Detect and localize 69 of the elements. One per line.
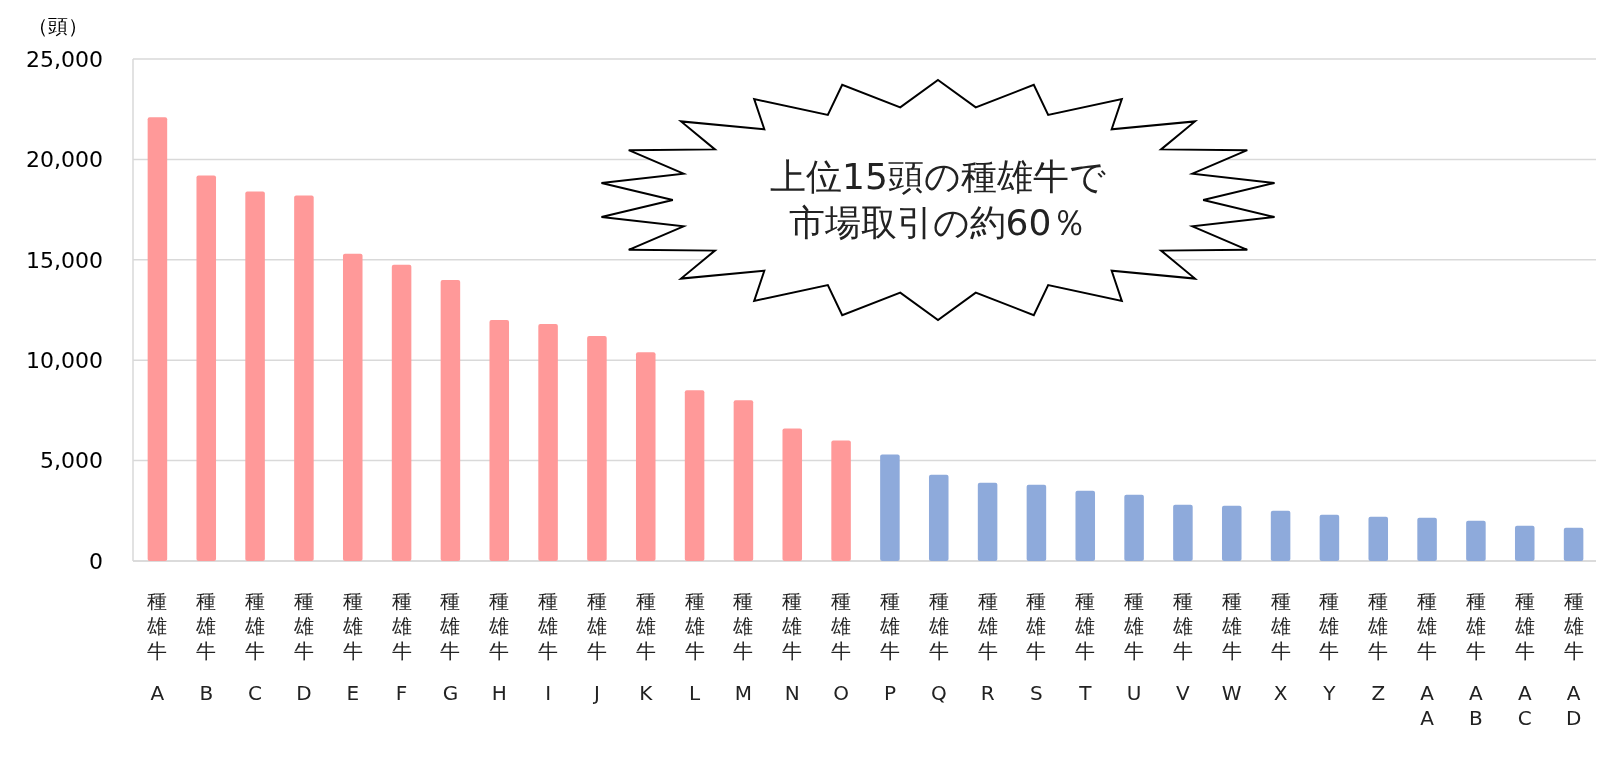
y-tick-label: 0 [89, 548, 103, 574]
bar [977, 482, 998, 561]
bar [294, 195, 314, 561]
bar [147, 117, 168, 561]
x-tick-label: 種雄牛Q [927, 589, 949, 705]
bar [391, 264, 412, 561]
bar [635, 352, 656, 561]
bar [928, 474, 949, 561]
bar [1319, 514, 1340, 561]
bar [733, 400, 754, 561]
bar [1075, 490, 1096, 561]
bar [1221, 505, 1242, 561]
bar [1026, 484, 1047, 561]
x-tick-label: 種雄牛J [585, 589, 607, 705]
x-tick-label: 種雄牛AB [1464, 589, 1486, 730]
x-tick-label: 種雄牛T [1074, 589, 1096, 705]
x-tick-label: 種雄牛AC [1513, 589, 1535, 730]
y-tick-label: 10,000 [26, 347, 103, 373]
y-tick-label: 20,000 [26, 147, 103, 173]
y-tick-label: 5,000 [40, 448, 103, 474]
x-tick-label: 種雄牛I [537, 589, 559, 705]
y-tick-label: 15,000 [26, 247, 103, 273]
x-tick-label: 種雄牛S [1025, 589, 1047, 705]
x-tick-label: 種雄牛P [878, 589, 900, 705]
bar [831, 440, 851, 561]
x-tick-label: 種雄牛B [195, 589, 217, 705]
x-tick-label: 種雄牛G [439, 589, 461, 705]
y-tick-label: 25,000 [26, 46, 103, 72]
x-tick-label: 種雄牛F [390, 589, 412, 705]
bar [684, 390, 705, 561]
bar [587, 336, 607, 561]
bar [880, 454, 900, 561]
x-tick-label: 種雄牛K [634, 589, 656, 705]
x-tick-label: 種雄牛Y [1318, 589, 1340, 705]
annotation: 市場取引の約60％ [788, 202, 1088, 243]
bar [1368, 516, 1389, 561]
bar [440, 279, 461, 561]
bar [245, 191, 265, 561]
bar [1124, 494, 1144, 561]
bar [1514, 525, 1535, 561]
bar [196, 175, 217, 561]
bar [538, 324, 558, 561]
x-tick-label: 種雄牛E [341, 589, 363, 705]
x-tick-label: 種雄牛Z [1367, 589, 1389, 705]
bar [1270, 510, 1291, 561]
x-tick-label: 種雄牛O [830, 589, 852, 705]
annotation: 上位15頭の種雄牛で [770, 156, 1106, 197]
bar [1466, 520, 1486, 561]
bar [782, 428, 803, 561]
x-tick-label: 種雄牛D [292, 589, 314, 705]
x-tick-label: 種雄牛H [488, 589, 510, 705]
bar [1563, 527, 1584, 561]
x-tick-label: 種雄牛AA [1416, 589, 1438, 730]
x-tick-label: 種雄牛X [1269, 589, 1291, 705]
x-tick-label: 種雄牛A [146, 589, 168, 705]
bar [342, 253, 363, 561]
x-tick-label: 種雄牛U [1123, 589, 1145, 705]
y-axis-title: （頭） [28, 14, 88, 38]
x-tick-label: 種雄牛V [1171, 589, 1193, 705]
x-tick-label: 種雄牛C [244, 589, 266, 705]
bar [489, 320, 510, 561]
x-tick-label: 種雄牛W [1220, 589, 1242, 705]
x-tick-label: 種雄牛AD [1562, 589, 1584, 730]
x-tick-label: 種雄牛N [781, 589, 803, 705]
bar [1417, 517, 1437, 561]
bar [1173, 504, 1193, 561]
x-tick-label: 種雄牛L [683, 589, 705, 705]
x-tick-label: 種雄牛R [976, 589, 998, 705]
x-tick-label: 種雄牛M [732, 589, 754, 705]
